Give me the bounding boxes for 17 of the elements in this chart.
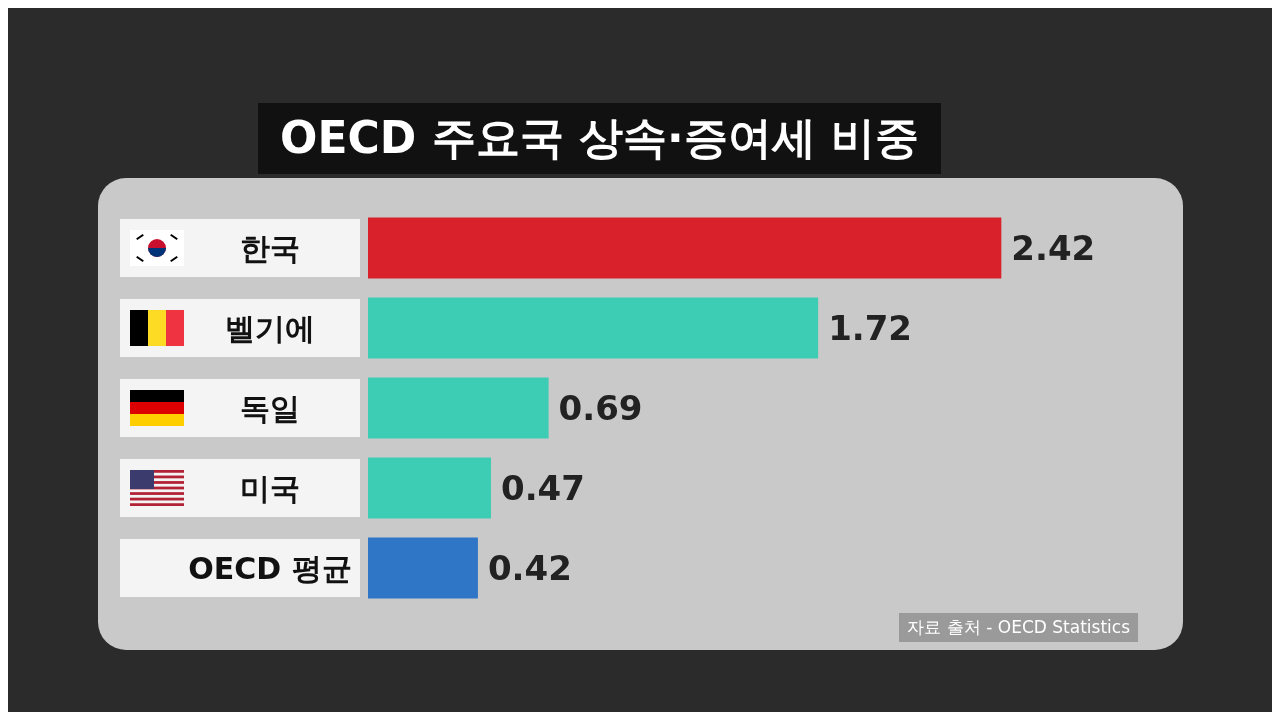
data-label: 1.72 xyxy=(828,308,913,348)
bar xyxy=(368,217,1002,279)
data-label: 0.47 xyxy=(501,468,585,508)
y-tick-label: 미국 xyxy=(240,470,300,506)
bar xyxy=(368,297,819,359)
data-label: 2.42 xyxy=(1011,228,1096,268)
y-tick-label: OECD 평균 xyxy=(188,550,352,586)
text: 자료 출처 - OECD Statistics xyxy=(899,613,1138,642)
chart-title: OECD 주요국 상속·증여세 비중 xyxy=(258,103,941,174)
y-tick-label: 벨기에 xyxy=(225,310,315,346)
bar xyxy=(368,537,478,599)
bar xyxy=(368,377,549,439)
y-tick-label: 한국 xyxy=(240,230,300,266)
data-label: 0.69 xyxy=(558,388,643,428)
y-tick-label: 독일 xyxy=(240,390,300,426)
data-label: 0.42 xyxy=(487,548,572,588)
bar xyxy=(368,457,491,519)
